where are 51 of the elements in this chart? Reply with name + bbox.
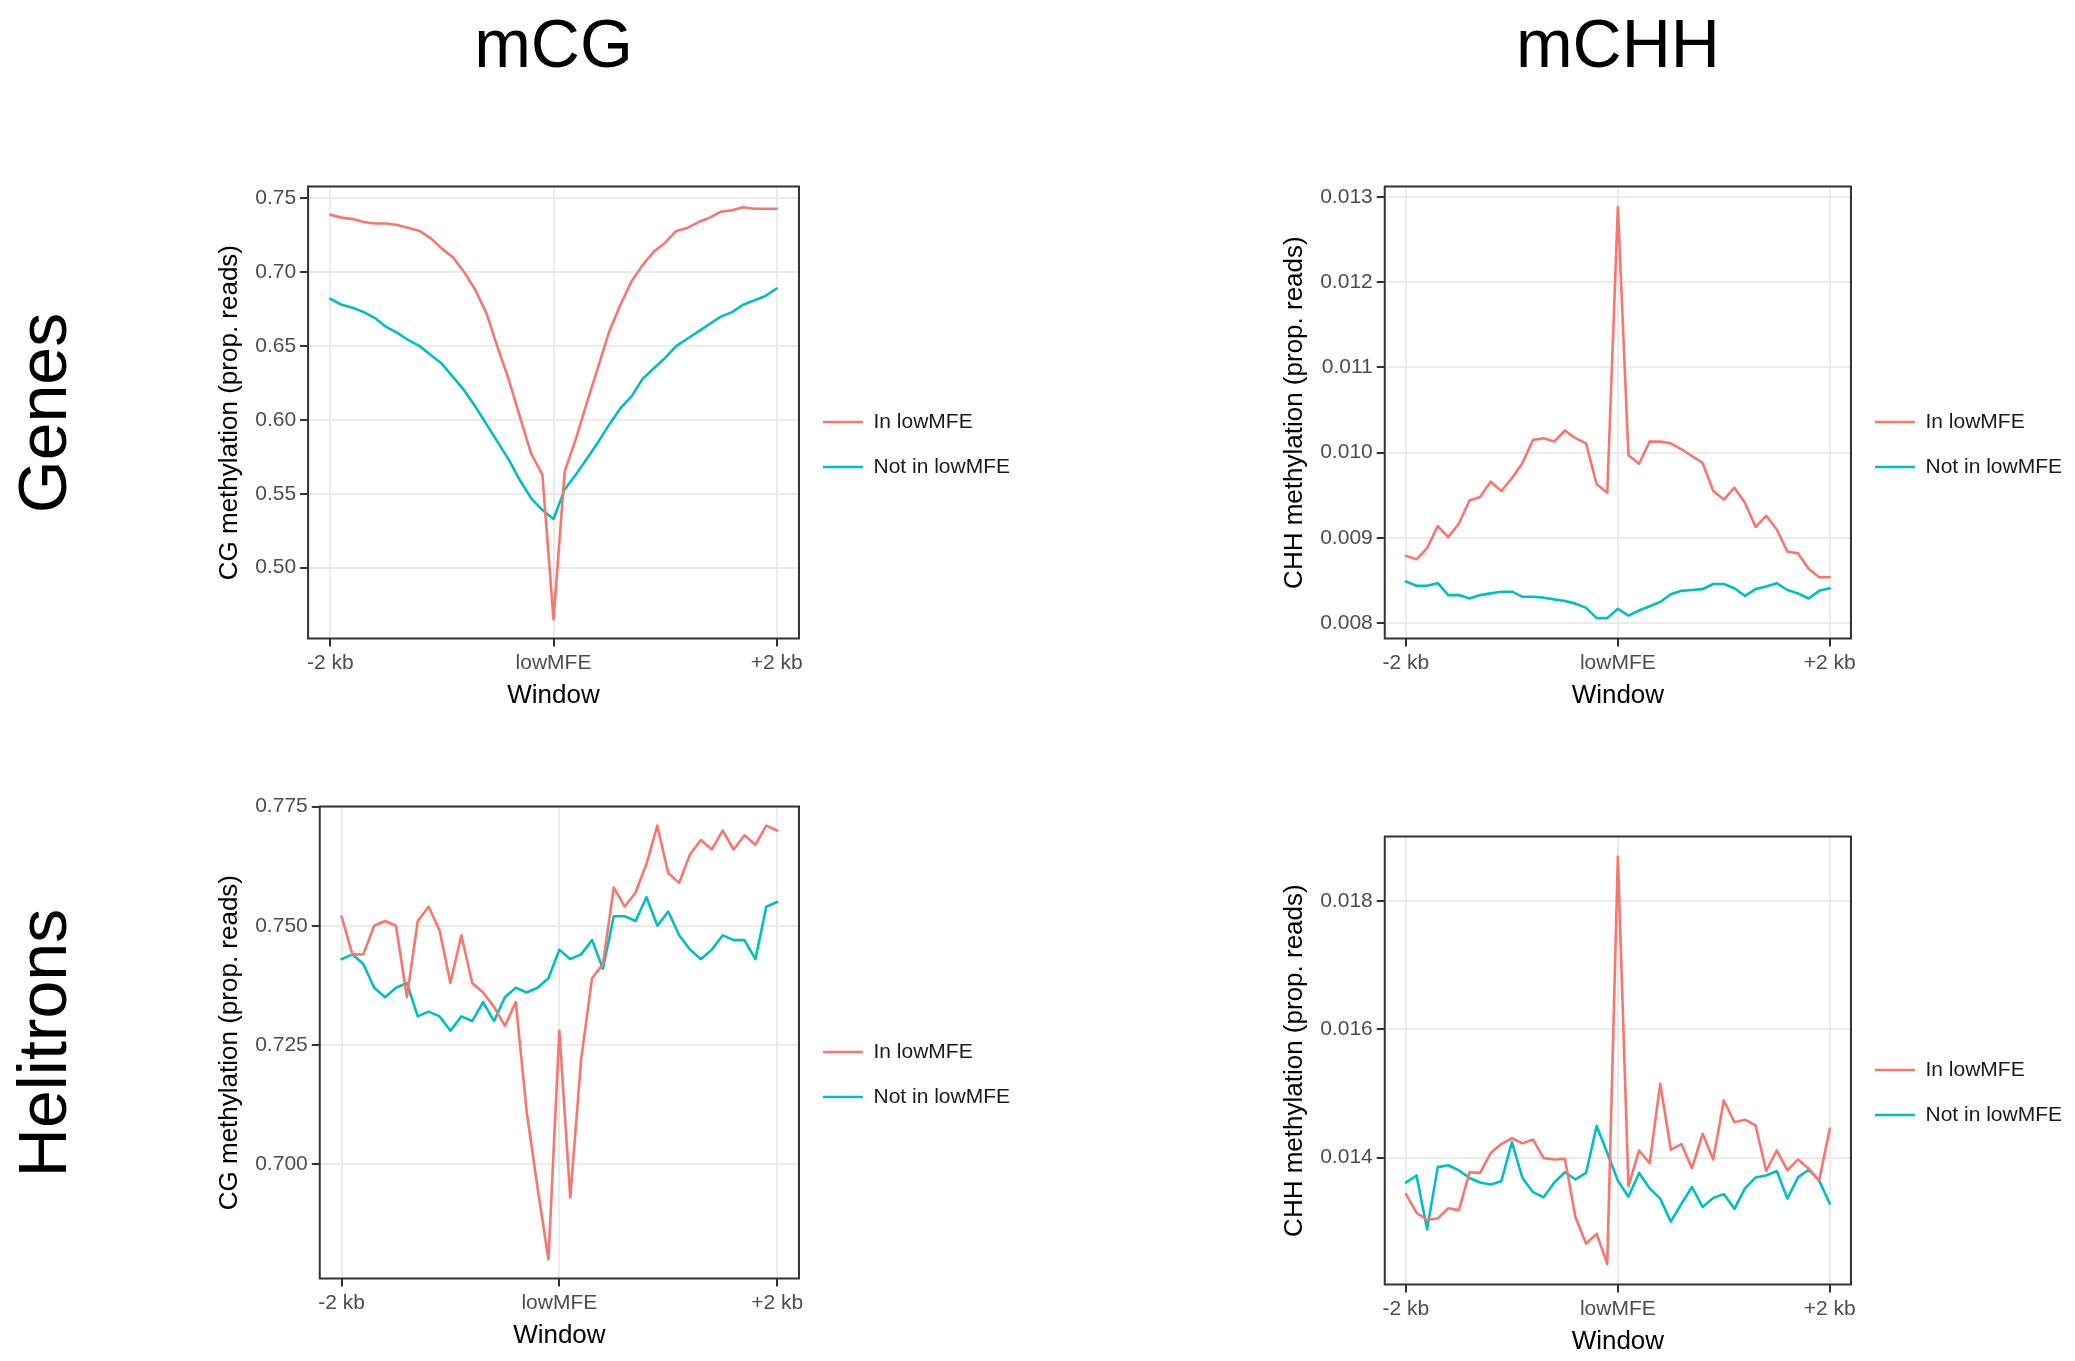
x-tick-label: -2 kb: [307, 650, 354, 673]
y-tick-label: 0.008: [1320, 610, 1373, 634]
y-tick-label: 0.750: [255, 912, 308, 936]
x-tick-label: +2 kb: [1803, 650, 1856, 673]
legend-label: In lowMFE: [873, 1038, 973, 1062]
y-tick-label: 0.70: [255, 259, 297, 283]
y-tick-label: 0.014: [1320, 1144, 1374, 1168]
chart-title: mCHH: [1515, 4, 1720, 82]
y-tick-label: 0.725: [255, 1031, 308, 1055]
y-tick-label: 0.013: [1320, 183, 1373, 207]
x-axis-title: Window: [513, 1318, 606, 1349]
y-tick-label: 0.012: [1320, 268, 1373, 292]
y-tick-label: 0.009: [1320, 524, 1373, 548]
x-tick-label: -2 kb: [1382, 1296, 1430, 1319]
x-axis-title: Window: [1571, 1324, 1665, 1355]
legend-label: In lowMFE: [1925, 1056, 2025, 1080]
x-tick-label: lowMFE: [521, 1290, 598, 1313]
x-tick-label: +2 kb: [1803, 1296, 1856, 1319]
y-tick-label: 0.011: [1321, 354, 1373, 378]
x-tick-label: +2 kb: [751, 1290, 804, 1313]
y-axis-title: CHH methylation (prop. reads): [1277, 236, 1308, 589]
x-tick-label: -2 kb: [318, 1290, 365, 1313]
x-tick-label: lowMFE: [1579, 650, 1656, 673]
x-tick-label: lowMFE: [515, 650, 592, 673]
y-tick-label: 0.55: [255, 480, 297, 504]
y-tick-label: 0.75: [255, 185, 297, 209]
y-axis-title: CHH methylation (prop. reads): [1277, 884, 1308, 1237]
y-tick-label: 0.775: [255, 793, 308, 817]
legend-label: Not in lowMFE: [873, 1083, 1010, 1107]
legend-label: In lowMFE: [873, 408, 973, 432]
y-tick-label: 0.016: [1320, 1015, 1373, 1039]
legend-label: Not in lowMFE: [1925, 1101, 2062, 1125]
x-tick-label: +2 kb: [750, 650, 803, 673]
y-tick-label: 0.65: [255, 332, 297, 356]
x-axis-title: Window: [507, 678, 600, 709]
chart-title: mCG: [474, 4, 633, 82]
y-tick-label: 0.018: [1320, 887, 1373, 911]
legend-label: In lowMFE: [1925, 408, 2025, 432]
y-axis-title: CG methylation (prop. reads): [212, 244, 243, 581]
text: Helitrons: [3, 908, 81, 1177]
legend-label: Not in lowMFE: [1925, 453, 2062, 477]
x-axis-title: Window: [1571, 678, 1665, 709]
y-tick-label: 0.010: [1320, 439, 1373, 463]
legend-label: Not in lowMFE: [873, 453, 1010, 477]
y-tick-label: 0.50: [255, 554, 297, 578]
y-axis-title: CG methylation (prop. reads): [212, 874, 243, 1211]
x-tick-label: lowMFE: [1579, 1296, 1656, 1319]
text: Genes: [3, 312, 81, 513]
x-tick-label: -2 kb: [1382, 650, 1430, 673]
y-tick-label: 0.60: [255, 406, 297, 430]
y-tick-label: 0.700: [255, 1150, 308, 1174]
